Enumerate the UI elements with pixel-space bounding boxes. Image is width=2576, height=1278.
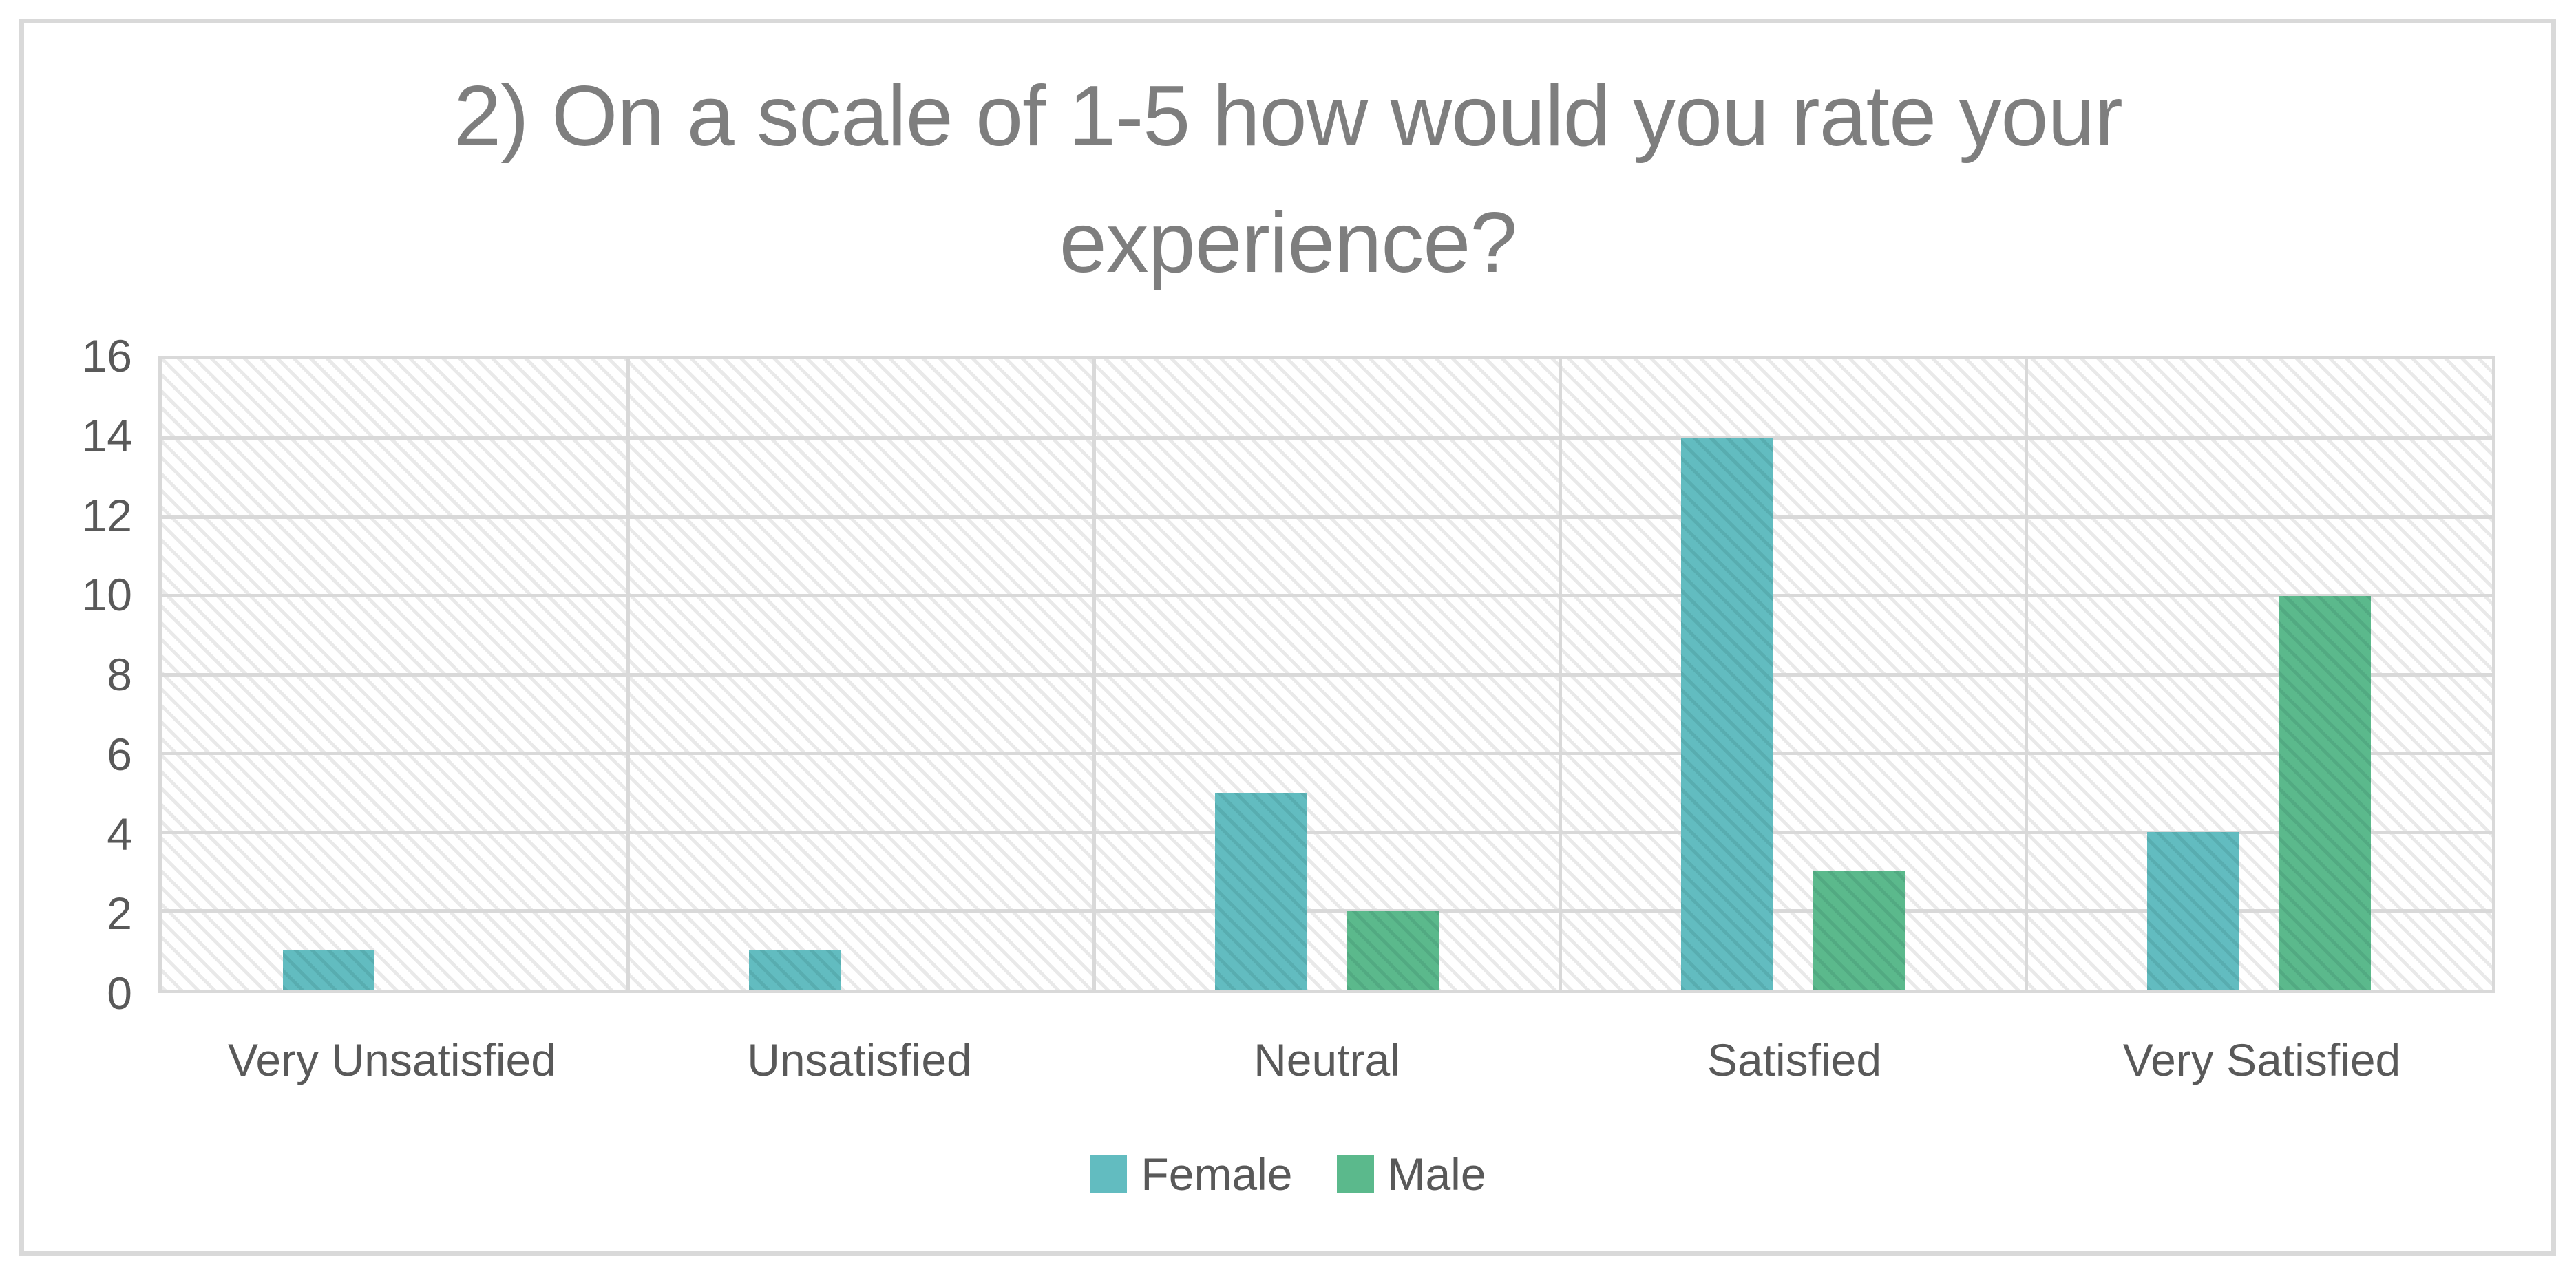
- x-axis-label: Satisfied: [1707, 1034, 1882, 1085]
- bar-male-satisfied: [1813, 871, 1905, 990]
- bar-male-neutral: [1347, 910, 1439, 990]
- gridline-vertical: [1092, 359, 1096, 990]
- bar-female-very-satisfied: [2147, 832, 2239, 990]
- legend: Female Male: [0, 1148, 2576, 1200]
- y-axis-label: 12: [81, 489, 132, 541]
- plot-area: [158, 356, 2495, 993]
- gridline-horizontal: [162, 594, 2492, 597]
- gridline-vertical: [2024, 359, 2028, 990]
- gridline-horizontal: [162, 515, 2492, 519]
- y-axis-label: 6: [107, 728, 132, 780]
- gridline-vertical: [1558, 359, 1562, 990]
- gridline-horizontal: [162, 909, 2492, 913]
- y-axis-label: 4: [107, 808, 132, 860]
- gridline-horizontal: [162, 752, 2492, 755]
- bar-female-unsatisfied: [749, 950, 841, 990]
- y-axis-label: 0: [107, 968, 132, 1019]
- legend-label: Female: [1141, 1149, 1293, 1200]
- legend-swatch-female: [1090, 1155, 1128, 1193]
- bar-male-very-satisfied: [2279, 595, 2371, 990]
- bar-female-very-unsatisfied: [283, 950, 375, 990]
- legend-swatch-male: [1336, 1155, 1374, 1193]
- y-axis-label: 14: [81, 409, 132, 461]
- y-axis-label: 10: [81, 569, 132, 621]
- x-axis-label: Unsatisfied: [747, 1034, 972, 1085]
- gridline-horizontal: [162, 830, 2492, 834]
- bar-female-satisfied: [1681, 438, 1773, 990]
- gridline-horizontal: [162, 436, 2492, 440]
- legend-item-female: Female: [1090, 1148, 1293, 1200]
- y-axis-label: 2: [107, 888, 132, 939]
- gridline-horizontal: [162, 672, 2492, 677]
- y-axis-label: 16: [81, 330, 132, 381]
- x-axis-label: Very Unsatisfied: [228, 1034, 556, 1085]
- legend-item-male: Male: [1336, 1148, 1486, 1200]
- x-axis-label: Very Satisfied: [2122, 1034, 2401, 1085]
- chart-title: 2) On a scale of 1-5 how would you rate …: [454, 69, 2123, 290]
- x-axis-label: Neutral: [1254, 1034, 1400, 1085]
- legend-label: Male: [1387, 1149, 1486, 1200]
- gridline-vertical: [626, 359, 630, 990]
- bar-female-neutral: [1215, 792, 1307, 990]
- y-axis-label: 8: [107, 649, 132, 700]
